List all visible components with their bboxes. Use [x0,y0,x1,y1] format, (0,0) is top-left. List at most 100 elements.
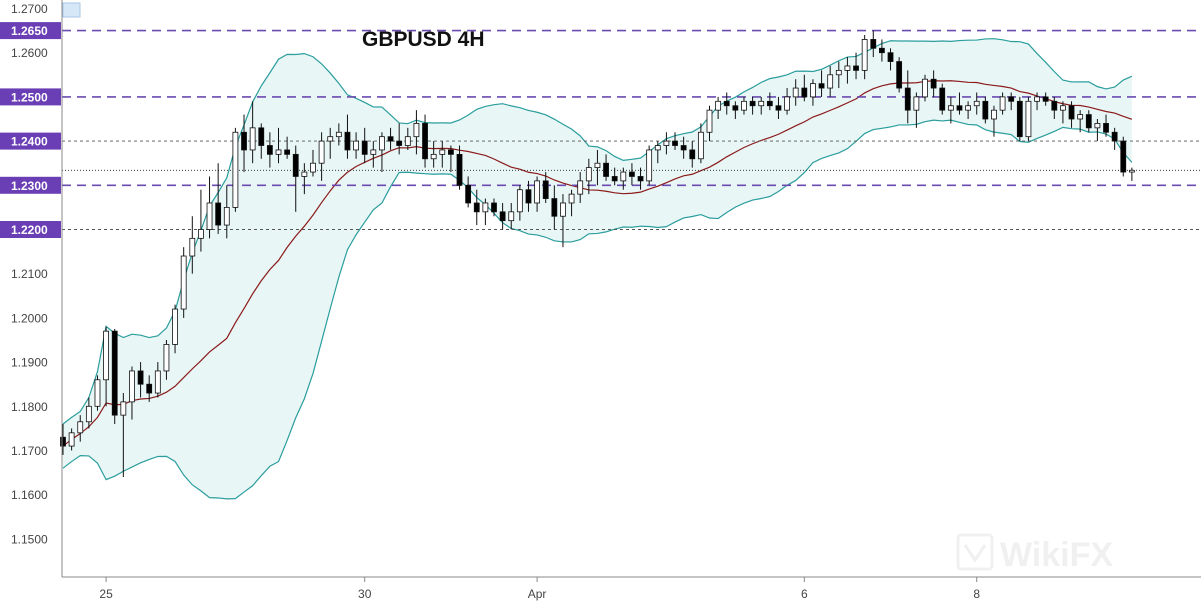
candle [258,123,265,159]
candle-body [499,211,506,222]
y-tick-label: 1.2700 [11,2,48,16]
candle-body [77,421,84,434]
level-label: 1.2650 [11,24,48,38]
candle [973,92,980,115]
candle-body [215,202,222,226]
candle [560,194,566,248]
candle [1051,96,1058,119]
candle [723,92,730,115]
candle [646,145,653,186]
candle-body [1068,105,1075,120]
candle [275,127,282,164]
axes [61,0,1201,578]
candle-body [542,180,549,199]
candle [715,96,722,119]
candle-body [370,149,377,155]
candle-body [689,149,696,160]
candle [1085,110,1092,133]
candle [1008,92,1015,111]
candle-body [861,39,868,71]
candle [939,83,946,115]
candle [1068,101,1075,128]
candle-body [379,136,385,151]
candle-body [129,370,135,403]
candle [534,176,540,212]
candle [801,74,808,102]
level-label-bg [0,221,61,238]
candle-body [646,149,653,182]
candle-body [456,153,463,186]
level-label-bg [0,132,61,150]
candle [827,65,834,97]
y-tick-label: 1.2600 [11,46,48,60]
candle [749,96,756,115]
candle [206,176,213,239]
candle-body [198,229,204,239]
candle-body [60,436,66,447]
candle-body [629,171,635,177]
candle-body [663,140,670,146]
candle-body [1111,131,1118,142]
candle [766,92,773,111]
candle [361,127,368,164]
candle-body [766,100,773,107]
lower-band [62,119,1133,500]
candle-body [818,83,825,89]
candle-body [430,153,437,160]
candle [439,141,446,168]
candle [508,202,515,230]
candle [465,176,472,208]
watermark-logo-mark [963,544,987,563]
candle [965,101,971,119]
candle [249,101,256,164]
candle [68,428,75,451]
candle-body [603,162,609,177]
candle-body [827,74,834,89]
candle [482,198,489,226]
level-label-bg [0,88,61,106]
candle [603,154,609,181]
candle-body [775,105,782,111]
candle [292,145,299,212]
y-tick-label: 1.1700 [11,444,48,458]
candle [930,70,937,97]
candle [447,145,454,173]
candle [404,127,411,150]
candle [577,172,584,203]
y-tick-label: 1.1800 [11,400,48,414]
candle [327,127,334,159]
candle [689,141,696,168]
candle [672,132,678,150]
candle [1103,114,1109,137]
candle [913,92,920,128]
candle [335,123,342,146]
candle-body [922,78,928,98]
candle [344,114,351,159]
candle-body [301,171,308,177]
candle [947,96,954,124]
candle-body [879,47,885,54]
candle [137,362,144,398]
candle [456,145,463,190]
candle-body [249,127,256,151]
watermark: WikiFX [956,533,1113,574]
candle-body [275,149,282,155]
candle-body [172,308,178,345]
candle [870,30,877,58]
candle [370,141,377,168]
candle-body [896,61,903,89]
chart-title: GBPUSD 4H [362,28,485,51]
candle [223,185,230,239]
candle [266,132,273,168]
candle [861,35,868,80]
candle-body [137,370,144,385]
candle-body [792,87,799,98]
candle-body [1060,105,1066,111]
x-tick-label: 8 [973,587,980,601]
candle-body [103,330,109,381]
x-tick-label: 30 [358,587,372,601]
candle [896,57,903,93]
candle-body [154,370,161,394]
